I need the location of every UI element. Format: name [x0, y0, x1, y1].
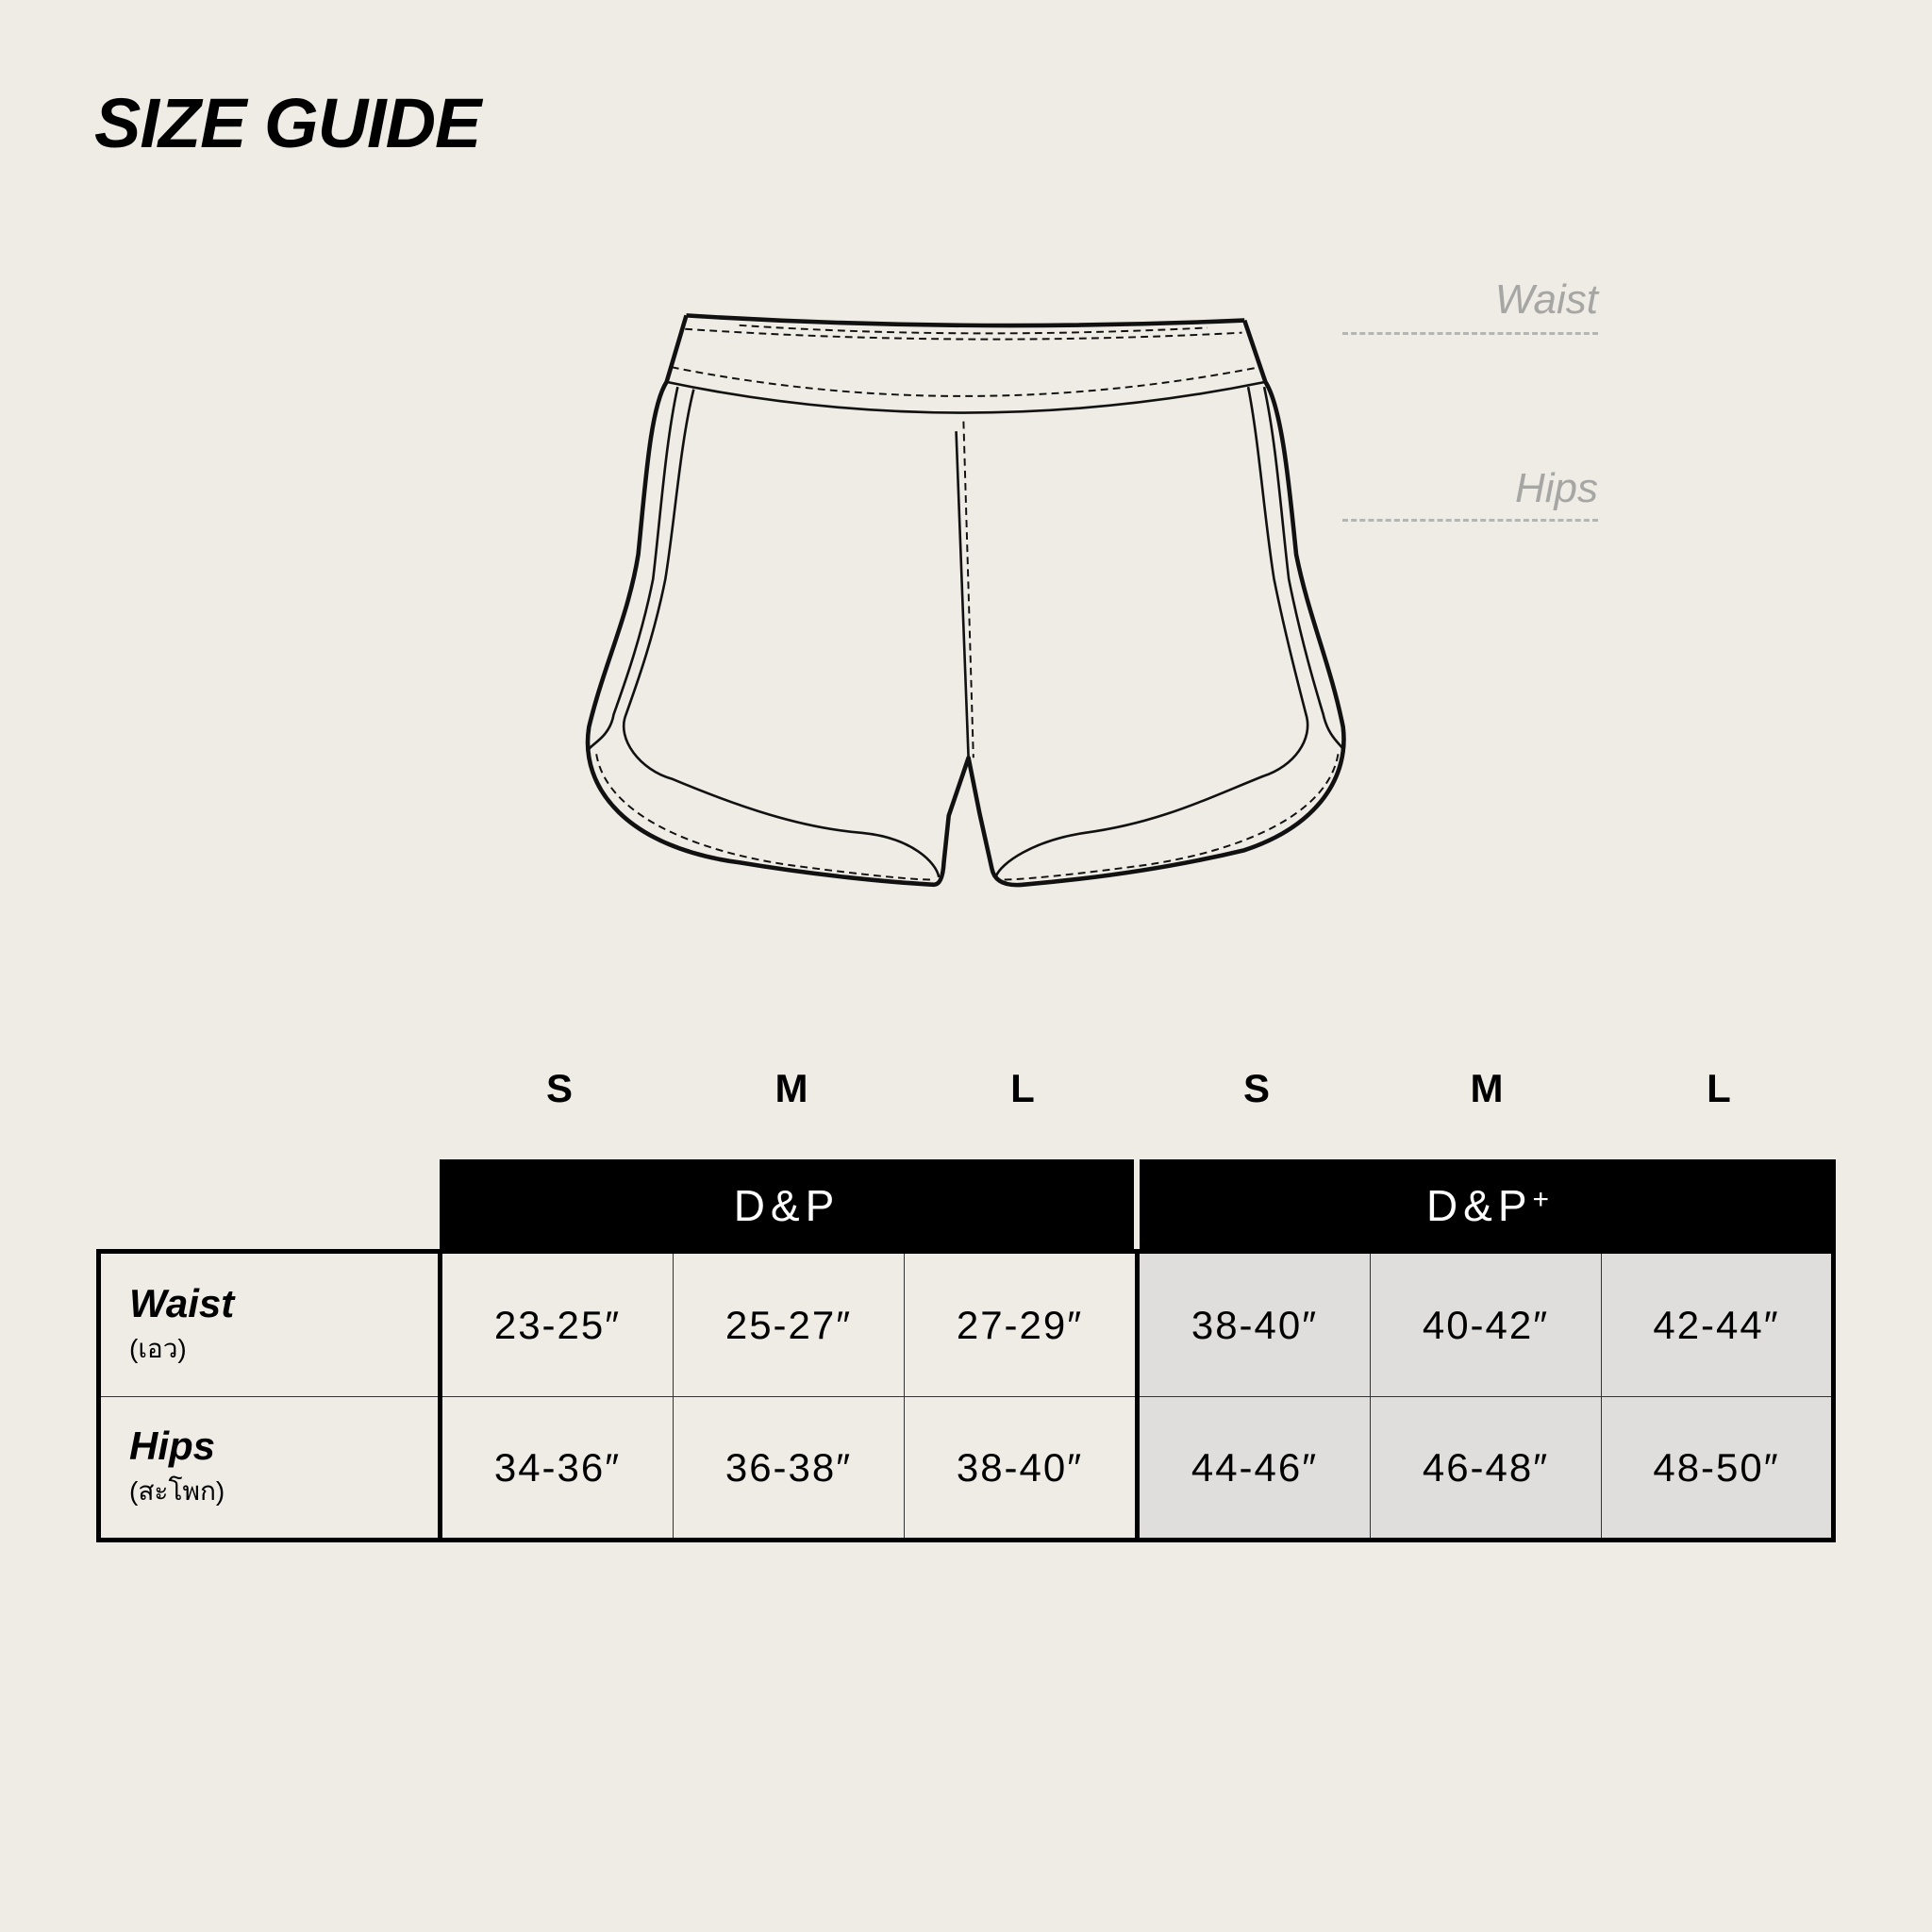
group-label-plus: +	[1532, 1183, 1550, 1215]
row-label-hips: Hips (สะโพก)	[101, 1397, 438, 1538]
size-header: S	[545, 1066, 573, 1110]
waist-measure-line	[1342, 332, 1598, 335]
hips-measure-label: Hips	[1514, 465, 1598, 511]
size-cell: 38-40″	[1140, 1254, 1371, 1397]
group-header-dp: D&P	[440, 1159, 1134, 1251]
size-header: M	[1470, 1066, 1504, 1110]
row-label-en: Waist	[129, 1280, 235, 1325]
group-label: D&P	[733, 1180, 841, 1230]
size-cell: 34-36″	[442, 1397, 674, 1538]
table-divider	[1135, 1249, 1140, 1542]
size-header: L	[1707, 1066, 1731, 1110]
size-cell: 48-50″	[1602, 1397, 1831, 1538]
row-label-waist: Waist (เอว)	[101, 1254, 438, 1397]
size-cell: 46-48″	[1371, 1397, 1602, 1538]
group-label: D&P	[1425, 1180, 1533, 1230]
group-header-dp-plus: D&P +	[1140, 1159, 1836, 1251]
size-table	[96, 1249, 1836, 1542]
waist-measure-label: Waist	[1494, 276, 1598, 323]
size-cell: 23-25″	[442, 1254, 674, 1397]
size-cell: 40-42″	[1371, 1254, 1602, 1397]
size-cell: 36-38″	[674, 1397, 905, 1538]
size-header: S	[1242, 1066, 1270, 1110]
hips-measure-line	[1342, 519, 1598, 522]
table-divider	[438, 1249, 442, 1542]
size-cell: 38-40″	[956, 1444, 1084, 1490]
size-header: M	[774, 1066, 808, 1110]
size-cell: 42-44″	[1602, 1254, 1831, 1397]
page-title: SIZE GUIDE	[94, 84, 481, 162]
size-cell: 25-27″	[674, 1254, 905, 1397]
row-label-en: Hips	[129, 1423, 216, 1468]
size-cell: 44-46″	[1140, 1397, 1371, 1538]
row-label-th: (เอว)	[129, 1333, 187, 1363]
size-cell: 27-29″	[905, 1254, 1135, 1397]
size-header: L	[1010, 1066, 1035, 1110]
row-label-th: (สะโพก)	[129, 1475, 225, 1506]
